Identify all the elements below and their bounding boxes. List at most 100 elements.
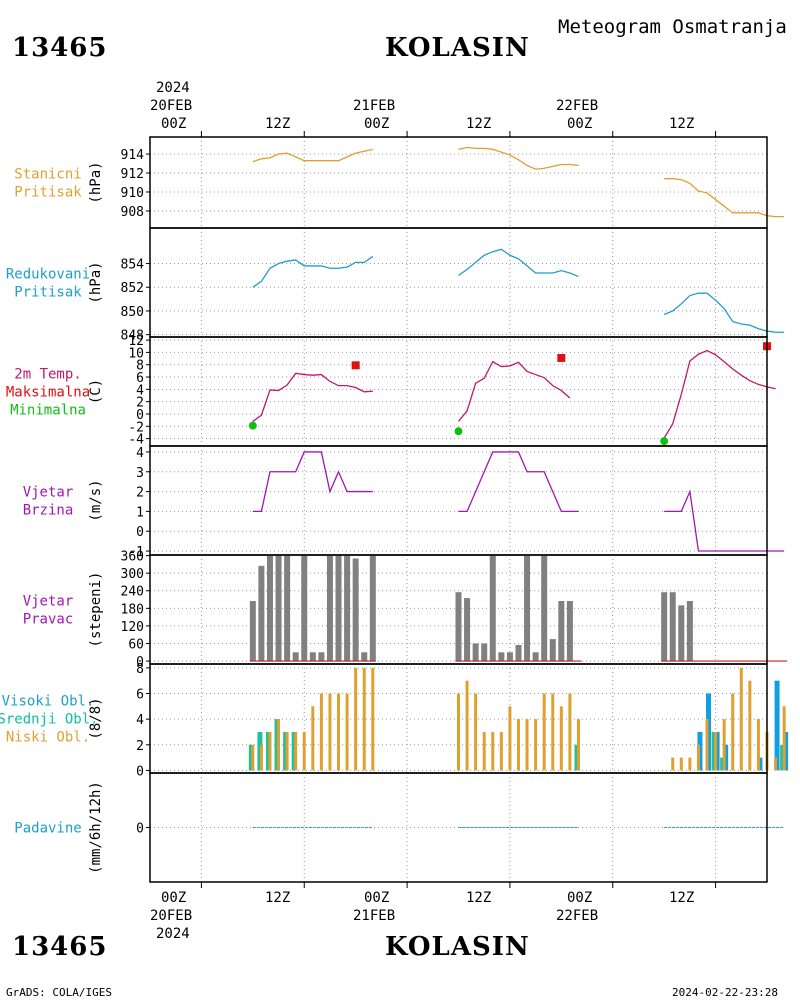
y-tick-label: 2 [136, 486, 144, 501]
product-title: Meteogram Osmatranja [558, 16, 787, 38]
y-tick-label: 120 [121, 620, 144, 635]
panel-wind_speed: -1 0 1 2 3 4 (m/s) Vjetar Brzina [23, 445, 785, 560]
temperature-line [252, 372, 373, 422]
pressure-line [252, 148, 373, 163]
wind-direction-bar [524, 555, 531, 662]
cloud-bar-low [474, 693, 478, 771]
cloud-bar-low [568, 693, 572, 771]
date-label-bottom-21feb: 21FEB [353, 908, 395, 924]
axis-unit-label: (hPa) [88, 261, 104, 303]
axis-unit-label: (8/8) [88, 697, 104, 739]
cloud-bar-low [551, 693, 555, 771]
cloud-bar-low [576, 719, 580, 771]
cloud-bar-low [534, 719, 538, 771]
cloud-bar-low [371, 667, 375, 771]
cloud-bar-high [774, 680, 780, 771]
y-tick-label: 914 [121, 148, 145, 163]
wind-direction-bar [361, 652, 368, 662]
wind-direction-bar [549, 639, 556, 662]
parameter-label: Pritisak [14, 285, 82, 301]
wind-direction-bar [498, 652, 505, 662]
date-label-top-20feb: 20FEB [150, 98, 192, 114]
cloud-bar-low [688, 757, 692, 771]
wind-direction-bar [249, 601, 256, 662]
panel-precipitation: 0 (mm/6h/12h) Padavine [14, 772, 785, 883]
station-name-bottom: KOLASIN [385, 932, 530, 962]
parameter-label: Vjetar [23, 594, 74, 610]
wind-direction-bar [481, 643, 488, 662]
time-label-top-00z-22feb: 00Z [567, 116, 592, 132]
cloud-bar-low [491, 731, 495, 771]
time-label-top-12z-20feb: 12Z [265, 116, 290, 132]
date-label-top-22feb: 22FEB [556, 98, 598, 114]
panel-frame [149, 772, 768, 883]
time-label-top-00z-21feb: 00Z [364, 116, 389, 132]
wind-direction-bar [489, 555, 496, 662]
wind-direction-bar [455, 592, 462, 662]
station-name-top: KOLASIN [385, 33, 530, 63]
wind-direction-bar [266, 555, 273, 662]
footer-timestamp: 2024-02-22-23:28 [672, 986, 778, 999]
reduced_pressure-line [663, 292, 785, 333]
panel-wind_direction: 0 60 120 180 240 300 360 (stepeni) Vjetar Pravac [23, 550, 788, 670]
parameter-label: 2m Temp. [14, 367, 81, 383]
min-temp-marker [248, 421, 257, 430]
parameter-label: Minimalna [10, 403, 86, 419]
y-tick-label: 60 [128, 637, 144, 652]
reduced_pressure-line [458, 248, 579, 278]
cloud-bar-low [465, 680, 469, 771]
cloud-bar-low [319, 693, 323, 771]
min-temp-marker [660, 437, 669, 446]
y-tick-label: 850 [121, 305, 144, 320]
cloud-bar-low [259, 744, 263, 771]
cloud-bar-low [559, 706, 563, 771]
y-tick-label: 4 [136, 446, 144, 461]
cloud-bar-low [482, 731, 486, 771]
panels-group: 908910912914(hPa)StanicniPritisak8488508… [0, 131, 789, 888]
parameter-label: Padavine [14, 821, 81, 837]
cloud-bar-low [354, 667, 358, 771]
pressure-line [458, 146, 579, 170]
parameter-label: Redukovani [6, 267, 90, 283]
wind-direction-bar [686, 601, 693, 662]
y-tick-label: 4 [136, 713, 144, 728]
cloud-bar-low [337, 693, 341, 771]
cloud-bar-low [696, 744, 700, 771]
wind-direction-bar [258, 565, 265, 662]
y-tick-label: 0 [136, 525, 144, 540]
cloud-bar-low [302, 731, 306, 771]
station-id-bottom: 13465 [12, 932, 107, 962]
wind-direction-bar [661, 592, 668, 662]
y-tick-label: 0 [136, 822, 144, 837]
y-tick-label: 3 [136, 466, 144, 481]
panel-frame [149, 445, 768, 556]
wind-direction-bar [506, 652, 513, 662]
date-label-bottom-22feb: 22FEB [556, 908, 598, 924]
cloud-bar-low [311, 706, 315, 771]
wind-direction-bar [352, 558, 359, 662]
y-tick-label: 6 [136, 687, 144, 702]
y-tick-label: 0 [136, 408, 144, 423]
parameter-label: Pravac [23, 612, 74, 628]
wind-direction-bar [558, 601, 565, 662]
y-tick-label: 0 [136, 655, 144, 670]
parameter-label: Brzina [23, 503, 74, 519]
reduced_pressure-line [252, 255, 374, 288]
min-temp-marker [454, 427, 463, 436]
cloud-bar-low [722, 719, 726, 771]
y-tick-label: 4 [136, 383, 144, 398]
cloud-bar-low [328, 693, 332, 771]
time-axis-top: 2024 20FEB 00Z 12Z 21FEB 00Z 12Z 22FEB 0… [150, 80, 694, 132]
wind-direction-bar [284, 555, 291, 662]
wind-direction-bar [464, 598, 471, 662]
wind-direction-bar [275, 555, 282, 662]
y-tick-label: 8 [136, 359, 144, 374]
cloud-bar-low [731, 693, 735, 771]
wind-direction-bar [318, 652, 325, 662]
cloud-bar-low [705, 719, 709, 771]
pressure-line [664, 178, 785, 218]
date-label-top-21feb: 21FEB [353, 98, 395, 114]
wind-direction-bar [515, 644, 522, 662]
parameter-label: Niski Obl. [6, 730, 90, 746]
wind-direction-bar [292, 652, 299, 662]
